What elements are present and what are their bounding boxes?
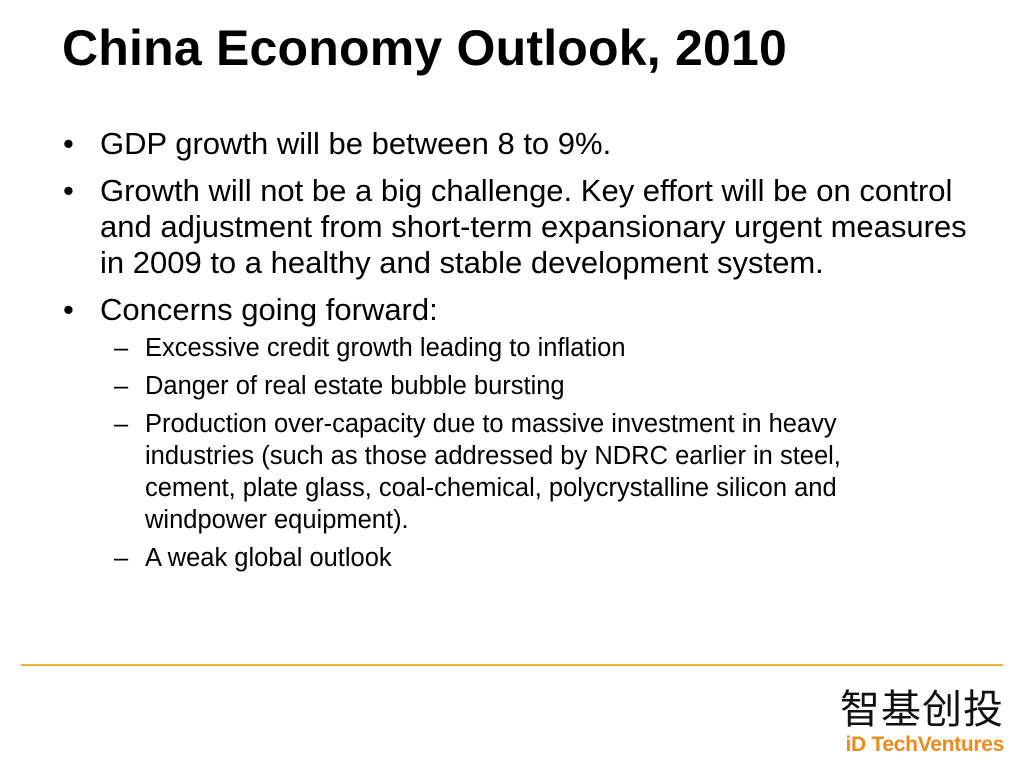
footer-divider [21,664,1003,666]
bullet-text: GDP growth will be between 8 to 9%. [100,126,612,161]
company-logo: 智基创投 iD TechVentures [840,688,1005,760]
bullet-marker: • [63,173,74,208]
bullet-marker: • [63,292,74,327]
sub-bullet-item: – A weak global outlook [100,542,972,574]
sub-bullet-marker: – [114,410,129,438]
sub-bullet-item: – Danger of real estate bubble bursting [100,370,972,402]
bullet-text: Growth will not be a big challenge. Key … [100,173,967,280]
sub-bullet-text: Excessive credit growth leading to infla… [145,334,626,362]
bullet-text: Concerns going forward: [100,292,438,327]
bullet-item: • Concerns going forward: – Excessive cr… [0,292,1024,574]
sub-bullet-item: – Excessive credit growth leading to inf… [100,332,972,364]
bullet-list: • GDP growth will be between 8 to 9%. • … [0,126,1024,585]
sub-bullet-text: A weak global outlook [145,544,392,572]
logo-chinese-name: 智基创投 [840,687,1004,733]
bullet-item: • Growth will not be a big challenge. Ke… [0,173,1024,281]
sub-bullet-text: Danger of real estate bubble bursting [145,372,565,400]
bullet-marker: • [63,126,74,161]
bullet-item: • GDP growth will be between 8 to 9%. [0,126,1024,162]
sub-bullet-marker: – [114,334,129,362]
logo-english-name: iD TechVentures [845,733,1005,756]
sub-bullet-marker: – [114,544,129,572]
slide-title: China Economy Outlook, 2010 [62,20,788,76]
sub-bullet-list: – Excessive credit growth leading to inf… [100,332,972,574]
sub-bullet-item: – Production over-capacity due to massiv… [100,408,972,536]
sub-bullet-marker: – [114,372,129,400]
sub-bullet-text: Production over-capacity due to massive … [145,410,841,534]
